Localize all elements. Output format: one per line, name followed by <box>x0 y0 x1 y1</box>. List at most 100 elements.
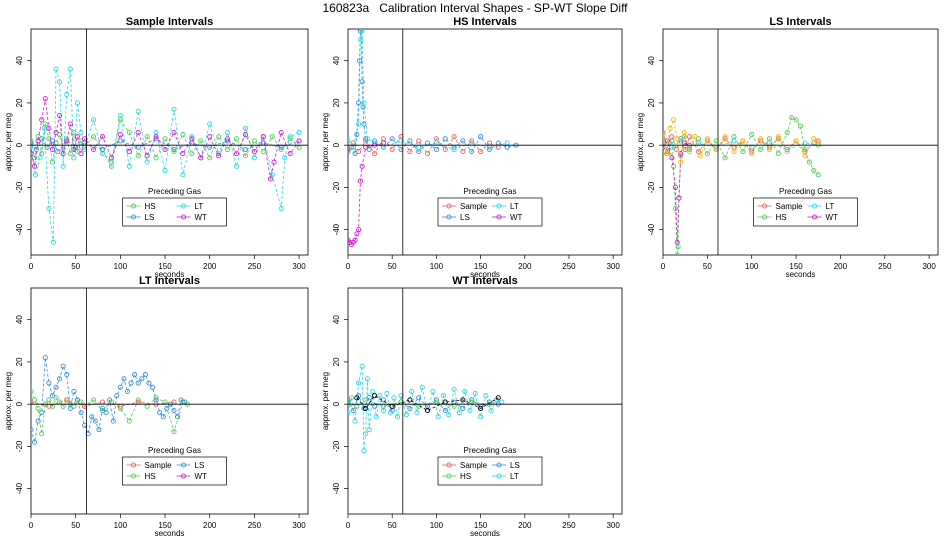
data-point-orange <box>678 159 684 165</box>
data-point-orange <box>722 134 728 140</box>
data-point-LT <box>359 29 365 34</box>
series-line-HS <box>31 391 188 434</box>
data-point-LS <box>110 418 116 424</box>
y-tick-label: 40 <box>332 315 341 324</box>
x-tick-label: 50 <box>388 521 397 530</box>
data-point-HS <box>31 388 34 395</box>
data-point-WT <box>242 132 249 138</box>
data-point-LT <box>117 113 123 119</box>
data-point-LT <box>278 205 284 212</box>
legend-entry: LS <box>460 213 470 222</box>
series-line-WT <box>663 139 690 243</box>
data-point-LT <box>60 163 66 169</box>
data-point-Sample <box>478 148 484 155</box>
data-point-HS <box>811 167 817 174</box>
data-point-HS <box>126 418 132 424</box>
series-line-LT <box>348 366 502 451</box>
legend-entry: Sample <box>145 461 173 470</box>
legend: Preceding Gas Sample LS HS WT <box>122 446 227 486</box>
data-point-LS <box>128 380 134 386</box>
data-point-LS <box>60 363 66 369</box>
data-point-LS <box>149 384 156 390</box>
legend-box <box>437 197 543 227</box>
legend: Preceding Gas Sample LS HS LT <box>437 446 543 486</box>
y-tick-label: 0 <box>332 142 341 147</box>
data-point-WT <box>126 148 132 155</box>
data-point-LS <box>31 140 34 146</box>
data-point-LT <box>242 125 249 131</box>
data-point-LT <box>53 66 59 72</box>
data-point-Sample <box>451 134 457 140</box>
data-point-LT <box>370 388 376 395</box>
x-tick-label: 100 <box>114 521 128 530</box>
data-point-LT <box>377 393 383 399</box>
x-tick-label: 300 <box>922 262 936 271</box>
legend: Preceding Gas Sample LT HS WT <box>753 187 858 227</box>
data-point-LT <box>46 205 52 212</box>
legend-entry: WT <box>826 213 839 222</box>
data-point-LT <box>409 388 415 395</box>
x-tick-label: 150 <box>158 521 172 530</box>
data-point-black <box>424 407 431 414</box>
data-point-black <box>363 405 369 411</box>
data-point-LT <box>348 410 351 416</box>
series-group <box>348 363 505 454</box>
panel-title: HS Intervals <box>453 16 517 28</box>
data-point-WT <box>233 151 240 157</box>
legend-entry: LS <box>510 461 520 470</box>
data-point-orange <box>687 148 693 155</box>
data-point-WT <box>108 155 114 161</box>
data-point-LT <box>669 144 675 150</box>
data-point-orange <box>802 153 808 159</box>
data-point-HS <box>674 252 680 255</box>
data-point-HS <box>749 132 755 138</box>
legend-entry: WT <box>195 213 208 222</box>
data-point-Sample <box>31 399 34 405</box>
data-point-LT <box>435 414 441 420</box>
data-point-LS <box>358 29 364 32</box>
data-point-WT <box>57 113 63 119</box>
x-axis-label: seconds <box>786 270 816 279</box>
y-tick-label: 40 <box>332 56 341 65</box>
data-point-LS <box>39 136 45 142</box>
y-axis-label: approx. per meg <box>4 372 13 430</box>
data-point-LT <box>361 100 367 106</box>
data-point-LT <box>225 129 231 136</box>
data-point-HS <box>144 134 150 140</box>
data-point-HS <box>797 123 804 129</box>
data-point-HS <box>180 132 186 138</box>
x-tick-label: 100 <box>430 262 444 271</box>
data-point-WT <box>180 151 186 157</box>
data-point-LT <box>357 37 363 43</box>
legend-entry: WT <box>195 472 208 481</box>
legend-entry: Sample <box>460 202 488 211</box>
series-line-HS <box>31 118 300 168</box>
x-tick-label: 250 <box>562 262 576 271</box>
y-tick-label: -40 <box>647 223 656 235</box>
legend-swatch-point <box>446 214 452 220</box>
data-point-LS <box>92 418 98 424</box>
data-point-HS <box>153 155 159 161</box>
data-point-LT <box>180 172 186 178</box>
x-tick-label: 50 <box>703 262 712 271</box>
data-point-LT <box>678 138 684 144</box>
data-point-WT <box>49 146 55 152</box>
y-axis-label: approx. per meg <box>321 113 330 171</box>
legend-swatch-point <box>496 214 502 220</box>
legend-swatch-point <box>130 203 137 209</box>
data-point-orange <box>663 132 666 138</box>
data-point-LT <box>430 388 436 395</box>
data-point-LS <box>139 376 145 382</box>
data-point-LS <box>89 414 95 420</box>
y-tick-label: 0 <box>15 401 24 406</box>
data-point-HS <box>39 431 45 437</box>
data-point-LS <box>103 410 109 416</box>
data-point-LS <box>442 407 448 414</box>
data-point-LS <box>352 151 358 157</box>
data-point-LS <box>371 403 378 409</box>
data-point-LS <box>99 405 106 411</box>
legend-entry: LT <box>195 202 204 211</box>
legend-swatch-point <box>180 462 187 468</box>
data-point-LT <box>78 129 84 136</box>
data-point-HS <box>71 129 77 136</box>
